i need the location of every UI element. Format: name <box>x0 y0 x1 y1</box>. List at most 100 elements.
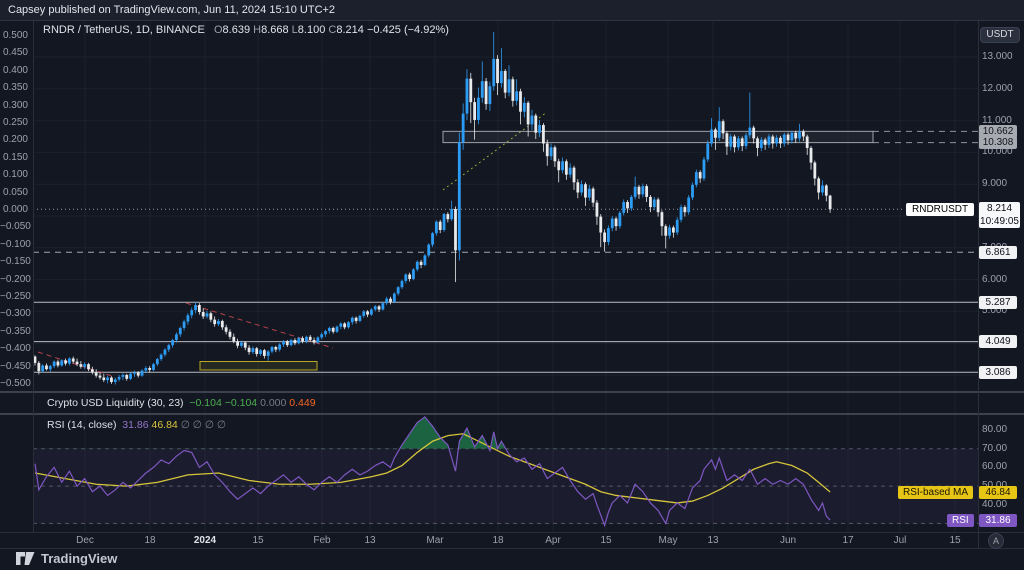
left-scale-label: 0.200 <box>2 134 28 146</box>
symbol-title[interactable]: RNDR / TetherUS, 1D, BINANCE <box>43 24 205 36</box>
left-scale-label: 0.400 <box>2 64 28 76</box>
time-tick-label: 15 <box>600 535 612 546</box>
time-tick-label: 15 <box>252 535 264 546</box>
liquidity-value: −0.104 <box>189 397 225 409</box>
rsi-name-tag: RSI <box>947 513 974 527</box>
price-level-tag: 6.861 <box>979 245 1017 259</box>
currency-toggle-button[interactable]: USDT <box>980 27 1020 43</box>
time-tick-label: Mar <box>426 535 444 546</box>
auto-scale-button[interactable]: A <box>988 533 1004 549</box>
price-level-tag: 5.287 <box>979 295 1017 309</box>
rsi-values: 31.86 46.84 ∅ ∅ ∅ ∅ <box>122 419 226 431</box>
liquidity-values: −0.104 −0.104 0.000 0.449 <box>189 397 315 409</box>
time-tick-label: Jul <box>893 535 907 546</box>
change-value: −0.425 (−4.92%) <box>366 24 449 36</box>
publish-header: Capsey published on TradingView.com, Jun… <box>0 0 1024 21</box>
price-level-tag: 3.086 <box>979 365 1017 379</box>
left-scale-label: −0.100 <box>0 238 31 250</box>
right-scale-label: 5.000 <box>982 305 1008 317</box>
rsi-legend-value: 31.86 <box>122 419 152 431</box>
pane-divider[interactable] <box>0 391 1024 393</box>
left-scale-label: 0.500 <box>2 30 28 41</box>
pane-divider[interactable] <box>0 413 1024 415</box>
price-level-tag: 10.308 <box>979 136 1017 150</box>
rsi-scale-label: 70.00 <box>982 442 1008 454</box>
left-price-scale[interactable]: 0.500 0.450 0.400 0.350 0.300 0.250 0.200 0.150… <box>0 21 33 532</box>
time-tick-label: Dec <box>76 535 94 546</box>
rsi-legend-value: ∅ ∅ ∅ ∅ <box>180 419 227 431</box>
left-scale-label: 0.300 <box>2 99 28 111</box>
symbol-legend[interactable]: RNDR / TetherUS, 1D, BINANCE O8.639 H8.6… <box>43 24 449 36</box>
left-scale-label: −0.500 <box>0 378 31 389</box>
right-scale-label: 13.000 <box>982 51 1013 62</box>
right-price-scale[interactable]: 13.00012.00011.00010.0009.0007.0006.0005… <box>978 21 1024 532</box>
left-scale-label: 0.000 <box>2 204 28 215</box>
rsi-scale-label: 80.00 <box>982 424 1008 435</box>
right-scale-label: 6.000 <box>982 273 1008 285</box>
time-tick-label: 18 <box>492 535 504 546</box>
rsi-scale-label: 40.00 <box>982 498 1008 510</box>
right-scale-label: 9.000 <box>982 178 1008 190</box>
time-axis-border <box>0 532 1024 533</box>
right-scale-label: 10.000 <box>982 146 1013 158</box>
left-scale-label: 0.450 <box>2 47 28 59</box>
rsi-value-tag: 31.86 <box>979 513 1017 527</box>
right-scale-label: 11.000 <box>982 114 1012 126</box>
rsi-title[interactable]: RSI (14, close) <box>47 419 117 431</box>
left-scale-label: 0.250 <box>2 117 28 128</box>
liquidity-value: 0.000 <box>260 397 290 409</box>
ohlc-letter: C <box>328 24 337 36</box>
ohlc-value: 8.668 <box>261 24 292 36</box>
rsi-ma-value-tag: 46.84 <box>979 485 1017 499</box>
time-scale[interactable]: Dec 18 2024 15 Feb 13 Mar 18 Apr 15 May 13 Jun 17 Jul 1… <box>0 532 1024 548</box>
ohlc-value: 8.639 <box>222 24 254 36</box>
liquidity-value: 0.449 <box>289 397 316 409</box>
left-scale-label: −0.400 <box>0 343 31 355</box>
left-scale-label: 0.050 <box>2 186 28 198</box>
last-price-tag: 8.214 10:49:05 <box>979 202 1020 229</box>
time-tick-label: 2024 <box>193 535 217 546</box>
rsi-ma-name-tag: RSI-based MA <box>898 485 974 499</box>
time-tick-label: 17 <box>842 535 854 546</box>
liquidity-title[interactable]: Crypto USD Liquidity (30, 23) <box>47 397 184 409</box>
left-scale-label: −0.300 <box>0 308 31 320</box>
tradingview-logo-icon <box>16 552 35 565</box>
ohlc-letter: H <box>253 24 262 36</box>
price-level-tag: 4.049 <box>979 335 1017 349</box>
time-tick-label: May <box>658 535 678 546</box>
publish-text: Capsey published on TradingView.com, Jun… <box>8 4 336 16</box>
brand-text: TradingView <box>41 551 118 566</box>
liquidity-legend[interactable]: Crypto USD Liquidity (30, 23) −0.104 −0.… <box>47 397 316 409</box>
time-tick-label: Jun <box>779 535 797 546</box>
footer-border <box>0 548 1024 549</box>
ohlc-value: 8.100 <box>297 24 329 36</box>
left-scale-label: 0.100 <box>2 169 28 181</box>
left-scale-label: −0.050 <box>0 221 31 233</box>
rsi-scale-label: 60.00 <box>982 461 1008 473</box>
time-tick-label: Feb <box>313 535 331 546</box>
ohlc-values: O8.639 H8.668 L8.100 C8.214 <box>214 24 367 36</box>
ohlc-letter: O <box>213 24 223 36</box>
left-axis-border <box>33 21 34 532</box>
right-axis-border <box>978 21 979 548</box>
liquidity-value: −0.104 <box>224 397 261 409</box>
left-scale-label: −0.150 <box>0 256 31 268</box>
rsi-legend[interactable]: RSI (14, close) 31.86 46.84 ∅ ∅ ∅ ∅ <box>47 419 226 431</box>
time-tick-label: 13 <box>364 535 376 546</box>
tradingview-brand[interactable]: TradingView <box>16 551 117 566</box>
time-tick-label: 18 <box>144 535 156 546</box>
left-scale-label: 0.150 <box>2 151 28 163</box>
rsi-legend-value: 46.84 <box>151 419 181 431</box>
time-tick-label: 13 <box>707 535 719 546</box>
ohlc-value: 8.214 <box>336 24 367 36</box>
countdown-timer: 10:49:05 <box>980 216 1019 228</box>
price-level-tag: 10.662 <box>979 124 1017 138</box>
right-scale-label: 12.000 <box>982 82 1013 94</box>
last-price-value: 8.214 <box>986 203 1013 215</box>
left-scale-label: 0.350 <box>2 82 28 94</box>
left-scale-label: −0.250 <box>0 291 31 302</box>
ohlc-letter: L <box>291 24 298 36</box>
time-tick-label: Apr <box>545 535 561 546</box>
